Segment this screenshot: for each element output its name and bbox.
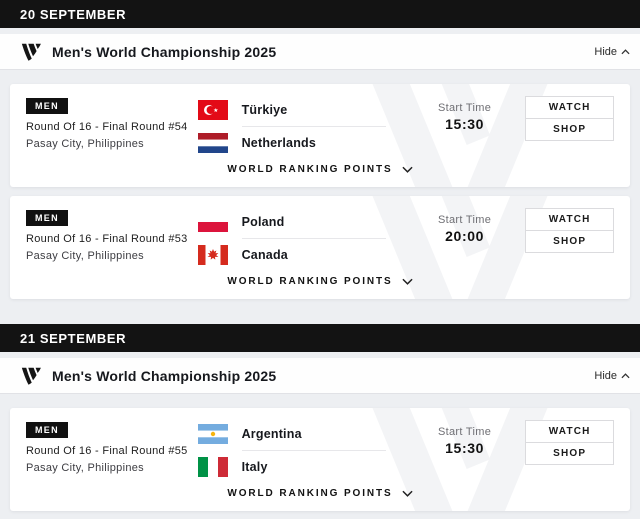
gender-badge: MEN [26,422,68,438]
chevron-down-icon [402,490,413,497]
start-time-label: Start Time [438,102,492,114]
shop-button[interactable]: SHOP [525,442,614,465]
round-label: Round Of 16 - Final Round #53 [26,233,188,245]
italy-flag-icon [197,457,228,477]
start-time-value: 15:30 [445,116,484,132]
date-label: 20 SEPTEMBER [20,6,127,22]
hide-toggle[interactable]: Hide [594,370,630,382]
ranking-label: WORLD RANKING POINTS [227,276,393,287]
date-header: 20 SEPTEMBER [0,0,640,28]
team-name: Netherlands [241,136,317,150]
tournament-title: Men's World Championship 2025 [52,43,277,60]
round-label: Round Of 16 - Final Round #54 [26,121,188,133]
match-card: MEN Round Of 16 - Final Round #55 Pasay … [10,408,630,511]
match-info: MEN Round Of 16 - Final Round #55 Pasay … [26,420,198,474]
card-actions: WATCH SHOP [525,96,614,141]
poland-flag-icon [197,212,228,232]
turkiye-flag-icon [197,100,228,120]
tournament-header: Men's World Championship 2025 Hide [0,358,640,394]
gender-badge: MEN [26,210,68,226]
world-ranking-points-toggle[interactable]: WORLD RANKING POINTS [26,164,614,175]
match-list: MEN Round Of 16 - Final Round #54 Pasay … [0,70,640,324]
team-divider [241,450,386,451]
watch-button[interactable]: WATCH [525,420,614,443]
chevron-up-icon [621,48,630,54]
volleyball-world-logo-icon [20,365,42,387]
team-name: Poland [241,215,285,229]
team-row[interactable]: Canada [197,243,404,267]
team-row[interactable]: Türkiye [197,98,404,122]
chevron-up-icon [621,372,630,378]
watermark-logo-icon [372,84,548,187]
match-card: MEN Round Of 16 - Final Round #54 Pasay … [10,84,630,187]
world-ranking-points-toggle[interactable]: WORLD RANKING POINTS [26,488,614,499]
watermark-logo-icon [372,196,548,299]
team-name: Canada [241,248,288,262]
tournament-title: Men's World Championship 2025 [52,367,277,384]
start-time-label: Start Time [438,426,492,438]
argentina-flag-icon [197,424,228,444]
tournament-header: Men's World Championship 2025 Hide [0,34,640,70]
team-row[interactable]: Italy [197,455,404,479]
date-label: 21 SEPTEMBER [20,330,127,346]
team-divider [241,126,386,127]
team-name: Türkiye [241,103,288,117]
team-row[interactable]: Netherlands [197,131,404,155]
round-label: Round Of 16 - Final Round #55 [26,445,188,457]
date-header: 21 SEPTEMBER [0,324,640,352]
location-label: Pasay City, Philippines [26,138,144,150]
teams-block: Poland Canada [197,208,404,267]
location-label: Pasay City, Philippines [26,250,144,262]
start-time-value: 15:30 [445,440,484,456]
match-card: MEN Round Of 16 - Final Round #53 Pasay … [10,196,630,299]
team-row[interactable]: Argentina [197,422,404,446]
start-time-block: Start Time 15:30 [404,96,525,132]
team-row[interactable]: Poland [197,210,404,234]
team-name: Italy [241,460,268,474]
card-actions: WATCH SHOP [525,208,614,253]
hide-label: Hide [594,369,617,382]
watch-button[interactable]: WATCH [525,208,614,231]
start-time-value: 20:00 [445,228,484,244]
location-label: Pasay City, Philippines [26,462,144,474]
ranking-label: WORLD RANKING POINTS [227,164,393,175]
match-info: MEN Round Of 16 - Final Round #54 Pasay … [26,96,198,150]
watermark-logo-icon [372,408,548,511]
team-name: Argentina [241,427,302,441]
match-info: MEN Round Of 16 - Final Round #53 Pasay … [26,208,198,262]
hide-toggle[interactable]: Hide [594,46,630,58]
canada-flag-icon [197,245,228,265]
card-actions: WATCH SHOP [525,420,614,465]
shop-button[interactable]: SHOP [525,230,614,253]
volleyball-world-logo-icon [20,41,42,63]
start-time-label: Start Time [438,214,492,226]
chevron-down-icon [402,278,413,285]
ranking-label: WORLD RANKING POINTS [227,488,393,499]
start-time-block: Start Time 20:00 [404,208,525,244]
watch-button[interactable]: WATCH [525,96,614,119]
netherlands-flag-icon [197,133,228,153]
start-time-block: Start Time 15:30 [404,420,525,456]
team-divider [241,238,386,239]
teams-block: Argentina Italy [197,420,404,479]
shop-button[interactable]: SHOP [525,118,614,141]
world-ranking-points-toggle[interactable]: WORLD RANKING POINTS [26,276,614,287]
gender-badge: MEN [26,98,68,114]
hide-label: Hide [594,45,617,58]
match-list: MEN Round Of 16 - Final Round #55 Pasay … [0,394,640,511]
teams-block: Türkiye Netherlands [197,96,404,155]
chevron-down-icon [402,166,413,173]
